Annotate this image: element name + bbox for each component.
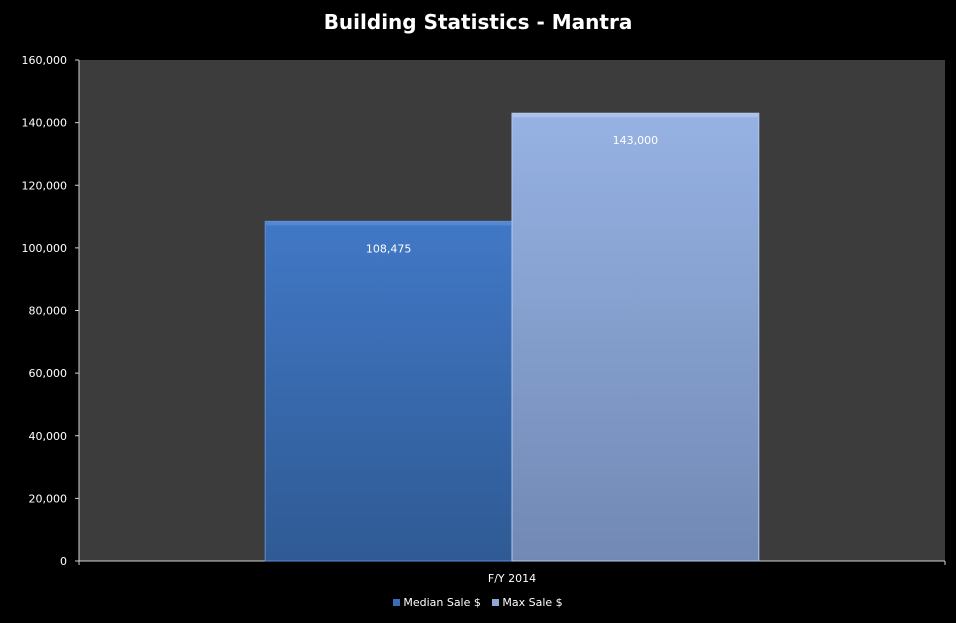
y-tick-label: 100,000 [22, 242, 68, 255]
chart-title: Building Statistics - Mantra [323, 10, 633, 34]
y-tick-label: 80,000 [29, 305, 68, 318]
y-tick-label: 160,000 [22, 54, 68, 67]
bar-max-sale [511, 112, 760, 562]
y-tick-label: 0 [60, 555, 67, 568]
legend-swatch-max [492, 598, 500, 606]
y-tick-label: 40,000 [29, 430, 68, 443]
axes: 0 20,000 40,000 60,000 80,000 100,000 120,000 1… [22, 54, 946, 585]
legend-swatch-median [393, 598, 401, 606]
legend-item-max: Max Sale $ [492, 596, 563, 609]
legend-label-max: Max Sale $ [502, 596, 563, 609]
y-tick-label: 60,000 [29, 367, 68, 380]
bar-median-sale-highlight [266, 221, 511, 226]
y-tick-label: 140,000 [22, 117, 68, 130]
legend: Median Sale $ Max Sale $ [0, 596, 956, 609]
bars [264, 112, 760, 562]
bar-median-sale [264, 220, 513, 562]
data-label-max-sale: 143,000 [613, 134, 659, 147]
labels: 108,475 143,000 [366, 134, 658, 255]
y-tick-label: 20,000 [29, 492, 68, 505]
bar-max-sale-highlight [513, 113, 758, 118]
legend-label-median: Median Sale $ [403, 596, 481, 609]
legend-item-median: Median Sale $ [393, 596, 481, 609]
y-tick-label: 120,000 [22, 179, 68, 192]
data-label-median-sale: 108,475 [366, 242, 412, 255]
chart-svg: 0 20,000 40,000 60,000 80,000 100,000 120,000 1… [22, 54, 946, 585]
x-tick-label: F/Y 2014 [488, 572, 536, 585]
